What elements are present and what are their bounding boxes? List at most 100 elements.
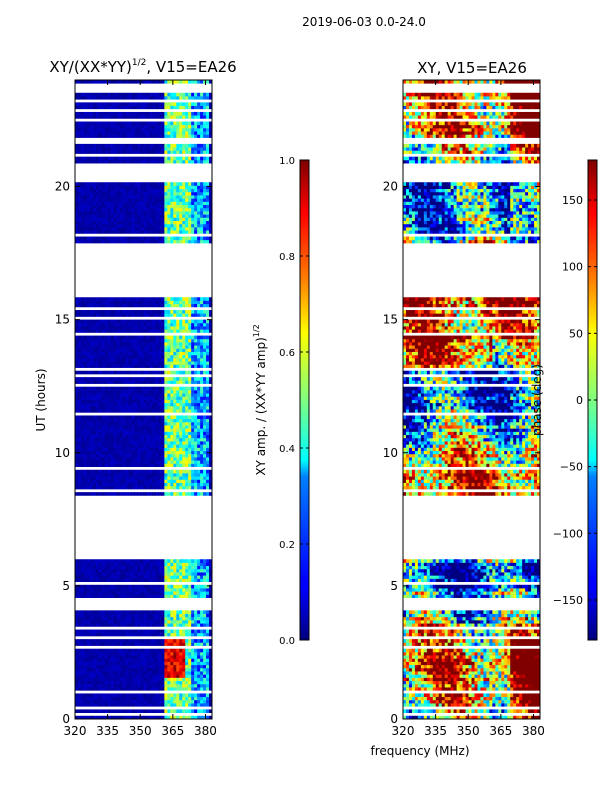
heatmap-cell [206,476,210,480]
heatmap-cell [164,648,168,653]
heatmap-cell [182,319,186,324]
heatmap-cell [128,210,132,215]
heatmap-cell [125,217,130,221]
heatmap-cell [83,687,88,691]
heatmap-cell [140,642,144,646]
heatmap-cell [152,402,156,407]
heatmap-cell [164,632,168,637]
heatmap-cell [80,310,85,314]
heatmap-cell [107,441,112,445]
heatmap-cell [197,457,201,461]
heatmap-cell [158,664,162,669]
heatmap-cell [185,418,189,423]
heatmap-cell [92,351,97,356]
heatmap-cell [128,322,132,327]
heatmap-cell [182,683,186,688]
heatmap-cell [110,428,115,432]
heatmap-cell [116,472,121,477]
heatmap-cell [197,319,201,324]
heatmap-cell [140,396,144,400]
heatmap-cell [119,204,124,209]
heatmap-cell [170,715,174,719]
heatmap-cell [116,674,121,678]
heatmap-cell [140,460,144,464]
heatmap-cell [80,613,85,618]
heatmap-cell [113,463,118,467]
heatmap-cell [182,709,186,713]
heatmap-cell [179,351,183,356]
heatmap-cell [75,460,79,464]
heatmap-cell [203,642,207,646]
heatmap-cell [98,457,103,461]
heatmap-cell [137,310,141,314]
heatmap-cell [173,326,177,330]
heatmap-cell [122,409,127,413]
heatmap-cell [107,322,112,327]
heatmap-cell [152,370,156,375]
heatmap-cell [191,204,195,209]
heatmap-cell [185,380,189,384]
heatmap-cell [104,677,109,682]
heatmap-cell [86,693,91,698]
heatmap-cell [152,335,156,340]
heatmap-cell [194,492,198,496]
heatmap-cell [161,651,165,656]
heatmap-cell [173,207,177,212]
heatmap-cell [77,393,82,397]
heatmap-cell [104,354,109,359]
heatmap-cell [167,683,171,688]
heatmap-cell [122,191,127,196]
heatmap-cell [125,204,130,209]
heatmap-cell [155,393,159,397]
heatmap-cell [170,658,174,662]
heatmap-cell [89,444,94,448]
heatmap-cell [188,188,192,193]
heatmap-cell [95,492,100,496]
heatmap-cell [134,191,138,196]
heatmap-cell [128,220,132,225]
heatmap-cell [134,616,138,621]
heatmap-cell [95,594,100,598]
heatmap-cell [104,210,109,215]
left-heatmap-panel: XY/(XX*YY)1/2, V15=EA26 320 335 350 365 3800… [34,58,237,738]
heatmap-cell [107,591,112,595]
heatmap-cell [77,428,82,432]
heatmap-cell [131,444,135,448]
heatmap-cell [209,671,212,675]
heatmap-cell [176,405,180,410]
heatmap-cell [137,591,141,595]
heatmap-cell [83,201,88,205]
heatmap-cell [170,399,174,404]
heatmap-cell [107,230,112,234]
heatmap-cell [107,195,112,199]
heatmap-cell [152,297,156,301]
heatmap-cell [128,616,132,621]
heatmap-cell [116,239,121,244]
heatmap-cell [209,195,212,199]
heatmap-cell [75,594,79,598]
heatmap-cell [185,223,189,228]
heatmap-cell [191,297,195,301]
heatmap-cell [101,565,106,570]
heatmap-cell [131,655,135,659]
heatmap-cell [152,310,156,314]
heatmap-cell [194,472,198,477]
heatmap-cell [140,310,144,314]
heatmap-cell [161,457,165,461]
heatmap-cell [173,393,177,397]
heatmap-cell [182,409,186,413]
heatmap-cell [80,610,85,614]
heatmap-cell [155,457,159,461]
heatmap-cell [137,335,141,340]
heatmap-cell [92,405,97,410]
heatmap-cell [110,453,115,458]
heatmap-cell [206,591,210,595]
heatmap-cell [101,482,106,487]
heatmap-cell [110,469,115,474]
heatmap-cell [131,623,135,627]
heatmap-cell [161,402,165,407]
heatmap-cell [104,348,109,352]
heatmap-cell [170,220,174,225]
heatmap-cell [191,639,195,643]
heatmap-cell [89,361,94,365]
